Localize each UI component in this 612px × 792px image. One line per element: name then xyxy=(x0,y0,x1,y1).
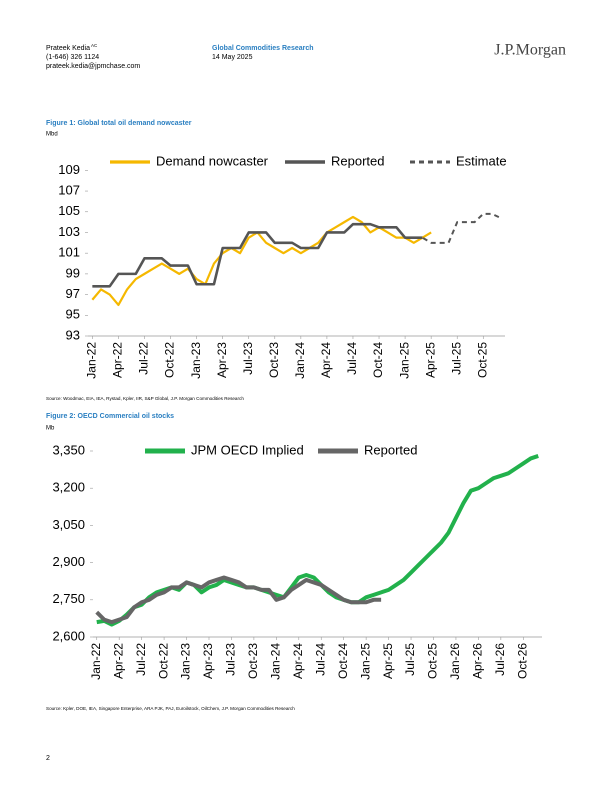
x-tick-label: Jul-26 xyxy=(493,643,507,676)
y-tick-label: 101 xyxy=(58,245,80,260)
x-tick-label: Jan-26 xyxy=(448,643,462,680)
source: Source: Woodmac, EIA, IEA, Rystad, Kpler… xyxy=(46,396,244,401)
author-sup: AC xyxy=(91,43,98,48)
figure-title: Figure 2: OECD Commercial oil stocks xyxy=(46,413,174,420)
x-tick-label: Oct-25 xyxy=(426,643,440,679)
x-tick-label: Jul-25 xyxy=(403,643,417,676)
x-tick-label: Oct-22 xyxy=(156,643,170,679)
phone: (1-646) 326 1124 xyxy=(46,54,99,61)
x-tick-label: Oct-24 xyxy=(336,643,350,679)
x-tick-label: Apr-25 xyxy=(423,342,437,378)
y-tick-label: 103 xyxy=(58,224,80,239)
x-tick-label: Jul-24 xyxy=(313,643,327,676)
x-tick-label: Apr-22 xyxy=(111,342,125,378)
y-tick-label: 3,350 xyxy=(52,442,85,457)
y-axis-unit: Mb xyxy=(46,426,55,432)
x-tick-label: Oct-23 xyxy=(246,643,260,679)
y-tick-label: 105 xyxy=(58,203,80,218)
y-tick-label: 109 xyxy=(58,162,80,177)
x-tick-label: Jan-23 xyxy=(189,342,203,379)
email: prateek.kedia@jpmchase.com xyxy=(46,63,140,70)
page-number: 2 xyxy=(46,755,50,762)
date: 14 May 2025 xyxy=(212,54,253,61)
legend-label: Demand nowcaster xyxy=(156,153,269,168)
y-tick-label: 99 xyxy=(66,265,80,280)
y-tick-label: 3,200 xyxy=(52,480,85,495)
x-tick-label: Jan-22 xyxy=(89,643,103,680)
x-tick-label: Jan-25 xyxy=(358,643,372,680)
y-tick-label: 2,600 xyxy=(52,628,85,643)
figure-title: Figure 1: Global total oil demand nowcas… xyxy=(46,120,192,127)
x-tick-label: Jan-24 xyxy=(269,643,283,680)
x-tick-label: Jan-23 xyxy=(179,643,193,680)
logo: J.P.Morgan xyxy=(494,42,566,59)
y-tick-label: 93 xyxy=(66,327,80,342)
x-tick-label: Apr-25 xyxy=(381,643,395,679)
x-tick-label: Apr-26 xyxy=(471,643,485,679)
x-tick-label: Oct-23 xyxy=(267,342,281,378)
x-tick-label: Jul-22 xyxy=(134,643,148,676)
series-line xyxy=(91,215,432,307)
x-tick-label: Apr-23 xyxy=(201,643,215,679)
x-tick-label: Oct-25 xyxy=(475,342,489,378)
x-tick-label: Apr-24 xyxy=(319,342,333,378)
legend-label: Reported xyxy=(364,442,417,457)
x-tick-label: Oct-26 xyxy=(515,643,529,679)
legend-label: Reported xyxy=(331,153,384,168)
y-axis-unit: Mbd xyxy=(46,132,58,138)
x-tick-label: Jul-25 xyxy=(449,342,463,375)
x-tick-label: Jul-22 xyxy=(137,342,151,375)
x-tick-label: Jul-23 xyxy=(224,643,238,676)
x-tick-label: Jan-25 xyxy=(397,342,411,379)
legend-label: JPM OECD Implied xyxy=(191,442,304,457)
y-tick-label: 107 xyxy=(58,182,80,197)
x-tick-label: Apr-23 xyxy=(215,342,229,378)
x-tick-label: Apr-22 xyxy=(111,643,125,679)
y-tick-label: 95 xyxy=(66,307,80,322)
y-tick-label: 2,750 xyxy=(52,591,85,606)
y-tick-label: 97 xyxy=(66,286,80,301)
x-tick-label: Jan-24 xyxy=(293,342,307,379)
x-tick-label: Jan-22 xyxy=(85,342,99,379)
y-tick-label: 2,900 xyxy=(52,554,85,569)
y-tick-label: 3,050 xyxy=(52,517,85,532)
x-tick-label: Apr-24 xyxy=(291,643,305,679)
x-tick-label: Oct-22 xyxy=(163,342,177,378)
department: Global Commodities Research xyxy=(212,45,314,52)
series-line xyxy=(405,212,502,244)
series-line xyxy=(92,222,423,288)
x-tick-label: Jul-23 xyxy=(241,342,255,375)
x-tick-label: Jul-24 xyxy=(345,342,359,375)
legend-label: Estimate xyxy=(456,153,507,168)
series-line xyxy=(95,575,382,625)
author: Prateek Kedia xyxy=(46,45,90,52)
x-tick-label: Oct-24 xyxy=(371,342,385,378)
source: Source: Kpler, DOE, IEA, Singapore Enter… xyxy=(46,706,295,711)
